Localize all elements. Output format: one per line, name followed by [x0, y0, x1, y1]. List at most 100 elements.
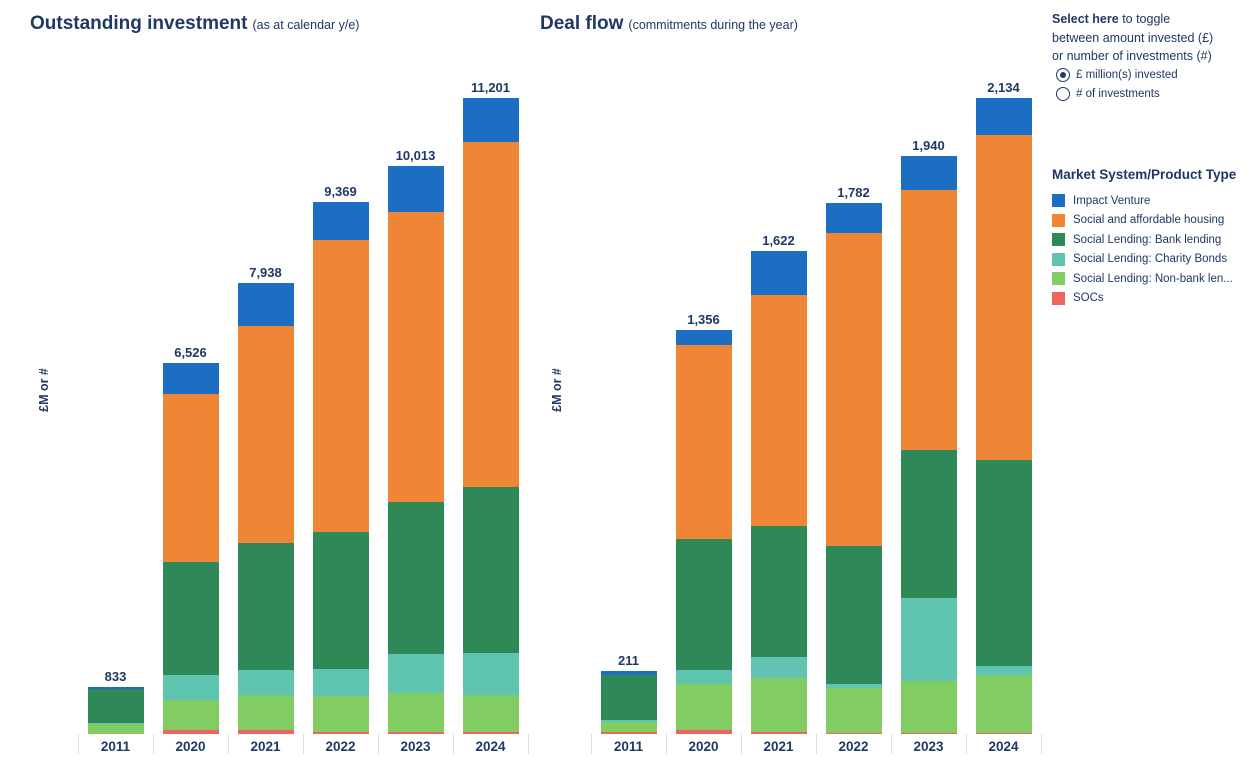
legend-item-socs[interactable]: SOCs — [1052, 289, 1247, 309]
bar-segment-impact-venture[interactable] — [825, 202, 882, 234]
bar-segment-socs[interactable] — [900, 733, 957, 734]
bar-segment-social-lending-non-bank-len[interactable] — [162, 700, 219, 730]
toggle-instruction-line2: between amount invested (£) — [1052, 30, 1214, 45]
bar-segment-social-lending-non-bank-len[interactable] — [675, 683, 732, 731]
bar-segment-social-lending-charity-bonds[interactable] — [162, 675, 219, 701]
bar-segment-social-and-affordable-housing[interactable] — [675, 344, 732, 539]
bar-segment-social-lending-charity-bonds[interactable] — [975, 666, 1032, 676]
radio-option-of-investments[interactable]: # of investments — [1056, 84, 1178, 103]
bar-segment-social-lending-non-bank-len[interactable] — [900, 681, 957, 734]
bar-segment-impact-venture[interactable] — [387, 165, 444, 213]
bar-segment-socs[interactable] — [975, 733, 1032, 734]
bar-segment-socs[interactable] — [237, 730, 294, 734]
bar-segment-impact-venture[interactable] — [312, 202, 369, 240]
bar-segment-social-and-affordable-housing[interactable] — [387, 212, 444, 503]
bar-segment-social-and-affordable-housing[interactable] — [750, 294, 807, 527]
bar-column: 1,782 2022 — [816, 185, 891, 754]
bar-stack — [750, 250, 807, 734]
bar-segment-social-lending-bank-lending[interactable] — [750, 526, 807, 657]
bar-segment-social-lending-bank-lending[interactable] — [975, 460, 1032, 667]
bar-segment-social-lending-non-bank-len[interactable] — [237, 694, 294, 731]
bar-segment-social-lending-charity-bonds[interactable] — [675, 669, 732, 684]
bar-segment-socs[interactable] — [462, 732, 519, 734]
legend-item-social-lending-charity-bonds[interactable]: Social Lending: Charity Bonds — [1052, 250, 1247, 270]
axis-tick — [378, 734, 379, 754]
bar-column: 1,356 2020 — [666, 312, 741, 754]
bar-segment-social-lending-bank-lending[interactable] — [462, 487, 519, 654]
bar-segment-socs[interactable] — [825, 733, 882, 734]
legend-item-social-and-affordable-housing[interactable]: Social and affordable housing — [1052, 211, 1247, 231]
bar-segment-social-lending-charity-bonds[interactable] — [900, 598, 957, 682]
bar-segment-social-lending-charity-bonds[interactable] — [312, 669, 369, 697]
bar-segment-social-lending-non-bank-len[interactable] — [87, 724, 144, 734]
bar-segment-social-lending-charity-bonds[interactable] — [462, 653, 519, 696]
bar-segment-social-lending-charity-bonds[interactable] — [825, 684, 882, 689]
legend-item-social-lending-bank-lending[interactable]: Social Lending: Bank lending — [1052, 230, 1247, 250]
bar-segment-social-and-affordable-housing[interactable] — [900, 189, 957, 451]
bar-total-label: 1,622 — [762, 232, 795, 248]
bar-segment-impact-venture[interactable] — [87, 686, 144, 689]
bar-segment-social-lending-charity-bonds[interactable] — [750, 656, 807, 679]
bar-segment-social-lending-non-bank-len[interactable] — [387, 693, 444, 733]
bar-segment-social-and-affordable-housing[interactable] — [312, 239, 369, 532]
bar-segment-socs[interactable] — [162, 730, 219, 734]
bar-segment-impact-venture[interactable] — [750, 250, 807, 295]
bar-segment-social-lending-bank-lending[interactable] — [237, 542, 294, 670]
bar-segment-impact-venture[interactable] — [162, 363, 219, 395]
bar-segment-social-lending-bank-lending[interactable] — [825, 546, 882, 685]
legend-swatch — [1052, 194, 1065, 208]
bar-segment-social-and-affordable-housing[interactable] — [975, 135, 1032, 461]
bar-stack — [312, 202, 369, 734]
bar-column: 211 2011 — [591, 653, 666, 754]
axis-tick — [891, 734, 892, 754]
bar-segment-impact-venture[interactable] — [237, 283, 294, 327]
bar-segment-social-lending-bank-lending[interactable] — [675, 538, 732, 670]
x-axis-label: 2022 — [325, 739, 356, 754]
bar-segment-socs[interactable] — [312, 732, 369, 734]
bar-segment-social-lending-non-bank-len[interactable] — [312, 696, 369, 732]
bar-total-label: 9,369 — [324, 184, 357, 200]
chart-title-outstanding-investment: Outstanding investment (as at calendar y/… — [30, 13, 359, 35]
bar-segment-social-lending-non-bank-len[interactable] — [600, 722, 657, 732]
bar-segment-impact-venture[interactable] — [975, 98, 1032, 136]
bar-stack — [87, 686, 144, 734]
bar-segment-socs[interactable] — [600, 731, 657, 734]
radio-unselected-icon[interactable] — [1056, 86, 1070, 101]
bar-segment-social-lending-bank-lending[interactable] — [87, 688, 144, 723]
legend-swatch — [1052, 252, 1065, 266]
bar-segment-social-lending-charity-bonds[interactable] — [237, 669, 294, 695]
bar-segment-social-and-affordable-housing[interactable] — [462, 141, 519, 488]
radio-option-million-s-invested[interactable]: £ million(s) invested — [1056, 65, 1178, 84]
x-axis-label: 2023 — [400, 739, 431, 754]
bar-segment-socs[interactable] — [387, 732, 444, 734]
bar-segment-socs[interactable] — [750, 731, 807, 734]
bar-segment-social-and-affordable-housing[interactable] — [162, 394, 219, 562]
axis-tick — [453, 734, 454, 754]
bar-segment-social-lending-non-bank-len[interactable] — [462, 695, 519, 732]
bar-segment-impact-venture[interactable] — [900, 155, 957, 190]
legend-item-label: SOCs — [1073, 292, 1104, 305]
bar-segment-socs[interactable] — [675, 730, 732, 734]
bar-total-label: 833 — [104, 668, 127, 684]
bar-segment-impact-venture[interactable] — [675, 329, 732, 345]
legend-item-impact-venture[interactable]: Impact Venture — [1052, 191, 1247, 211]
bar-segment-impact-venture[interactable] — [600, 671, 657, 676]
bar-segment-social-lending-bank-lending[interactable] — [600, 675, 657, 721]
y-axis-label-left: £M or # — [37, 368, 51, 412]
bar-segment-social-lending-bank-lending[interactable] — [387, 502, 444, 654]
bar-segment-social-lending-non-bank-len[interactable] — [750, 678, 807, 732]
bar-segment-impact-venture[interactable] — [462, 98, 519, 142]
bar-segment-social-and-affordable-housing[interactable] — [237, 326, 294, 543]
bar-segment-social-lending-bank-lending[interactable] — [162, 561, 219, 676]
bar-segment-social-and-affordable-housing[interactable] — [825, 233, 882, 547]
bar-segment-social-lending-non-bank-len[interactable] — [975, 675, 1032, 734]
radio-selected-icon[interactable] — [1056, 67, 1070, 82]
x-axis-label: 2011 — [613, 739, 644, 754]
bar-segment-social-lending-non-bank-len[interactable] — [825, 688, 882, 734]
bar-segment-social-lending-charity-bonds[interactable] — [600, 720, 657, 723]
bar-segment-social-lending-bank-lending[interactable] — [312, 531, 369, 670]
bar-segment-social-lending-charity-bonds[interactable] — [387, 653, 444, 694]
bar-segment-social-lending-charity-bonds[interactable] — [87, 722, 144, 725]
bar-segment-social-lending-bank-lending[interactable] — [900, 450, 957, 599]
legend-item-social-lending-non-bank-len[interactable]: Social Lending: Non-bank len... — [1052, 269, 1247, 289]
